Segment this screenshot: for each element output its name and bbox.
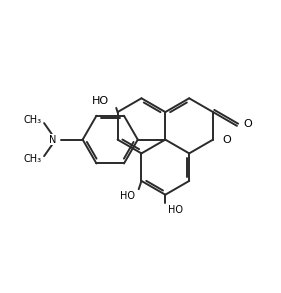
Text: HO: HO <box>168 205 183 215</box>
Text: N: N <box>49 134 56 145</box>
Text: O: O <box>223 134 232 145</box>
Text: CH₃: CH₃ <box>23 115 41 125</box>
Text: CH₃: CH₃ <box>23 154 41 164</box>
Text: O: O <box>244 120 253 130</box>
Text: HO: HO <box>120 191 135 201</box>
Text: HO: HO <box>92 96 109 106</box>
